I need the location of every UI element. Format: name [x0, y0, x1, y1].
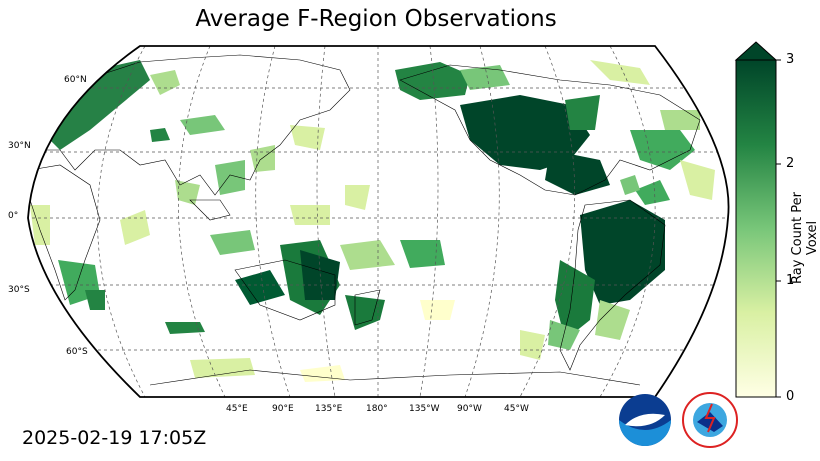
- globe-outline: [27, 45, 730, 398]
- lon-label-90e: 90°E: [272, 404, 294, 414]
- timestamp: 2025-02-19 17:05Z: [22, 427, 207, 449]
- lon-label-45w: 45°W: [504, 404, 529, 414]
- map-title: Average F-Region Observations: [195, 6, 557, 32]
- lon-label-45e: 45°E: [226, 404, 248, 414]
- data-patch-europe: [40, 60, 150, 150]
- lat-label-60n: 60°N: [64, 75, 87, 85]
- colorbar-tick-0: 0: [786, 389, 795, 404]
- graticule: [28, 46, 729, 397]
- colorbar-body: [735, 59, 777, 398]
- colorbar-extend-arrow: [734, 41, 778, 61]
- colorbar-label: Ray Count Per Voxel: [790, 192, 820, 284]
- lon-label-135w: 135°W: [409, 404, 440, 414]
- coastlines: [29, 54, 701, 386]
- ray-count-field: [30, 60, 715, 382]
- noaa-logo: [619, 394, 671, 446]
- lat-label-30n: 30°N: [8, 141, 31, 151]
- nws-logo: [682, 392, 738, 448]
- colorbar: [734, 41, 781, 398]
- lat-label-60s: 60°S: [66, 347, 88, 357]
- colorbar-tick-3: 3: [786, 52, 795, 67]
- lon-label-180: 180°: [366, 404, 388, 414]
- lon-label-90w: 90°W: [457, 404, 482, 414]
- colorbar-tick-2: 2: [786, 156, 795, 171]
- lon-label-135e: 135°E: [315, 404, 343, 414]
- lat-label-30s: 30°S: [8, 285, 30, 295]
- colorbar-tick-1: 1: [786, 273, 795, 288]
- lat-label-0: 0°: [8, 211, 19, 221]
